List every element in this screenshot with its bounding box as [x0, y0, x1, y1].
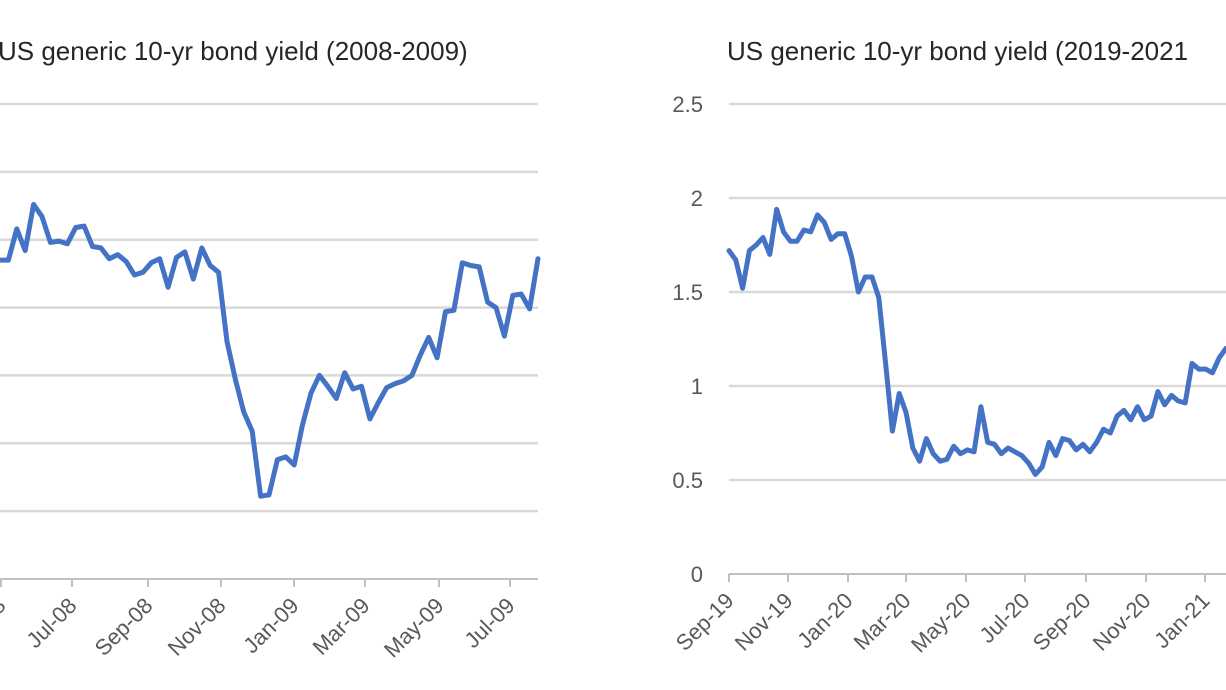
right-x-tick-label: Jul-20: [974, 588, 1034, 648]
right-x-tick-label: Mar-20: [849, 588, 916, 655]
right-x-tick-label: Sep-19: [671, 588, 739, 656]
right-x-tick-label: Jan-20: [792, 588, 857, 653]
right-series-line: [726, 206, 1226, 477]
right-y-tick-label: 0.5: [672, 468, 703, 493]
right-y-tick-label: 0: [691, 562, 703, 587]
right-chart: 0 0.5 1 1.5 2 2.5 Sep-19Nov-19Jan-20Mar-20May-…: [671, 92, 1226, 657]
right-y-tick-label: 1: [691, 374, 703, 399]
right-x-tick-label: Nov-20: [1088, 588, 1156, 656]
left-x-tick-label: May-08: [0, 593, 11, 663]
right-x-tick-label: Jan-21: [1149, 588, 1214, 653]
right-x-tick-label: Nov-19: [730, 588, 798, 656]
left-x-tick-label: Jul-09: [459, 593, 519, 653]
left-x-tick-label: Mar-09: [308, 593, 375, 660]
left-chart-title: US generic 10-yr bond yield (2008-2009): [0, 36, 468, 66]
right-x-tick-label: Sep-20: [1028, 588, 1096, 656]
left-x-tick-label: Sep-08: [90, 593, 158, 661]
left-x-tick-label: Nov-08: [163, 593, 231, 661]
right-x-tick-label: May-20: [906, 588, 976, 658]
right-chart-title: US generic 10-yr bond yield (2019-2021: [727, 36, 1189, 66]
right-y-tick-label: 1.5: [672, 280, 703, 305]
right-y-tick-label: 2: [691, 186, 703, 211]
left-x-tick-label: Jan-09: [238, 593, 303, 658]
right-y-tick-label: 2.5: [672, 92, 703, 117]
left-series-line: [0, 201, 541, 499]
left-chart: May-08 Jul-08 Sep-08 Nov-08 Jan-09 Mar-09 May-…: [0, 102, 541, 663]
left-x-tick-label: Jul-08: [21, 593, 81, 653]
left-x-tick-label: May-09: [379, 593, 449, 663]
